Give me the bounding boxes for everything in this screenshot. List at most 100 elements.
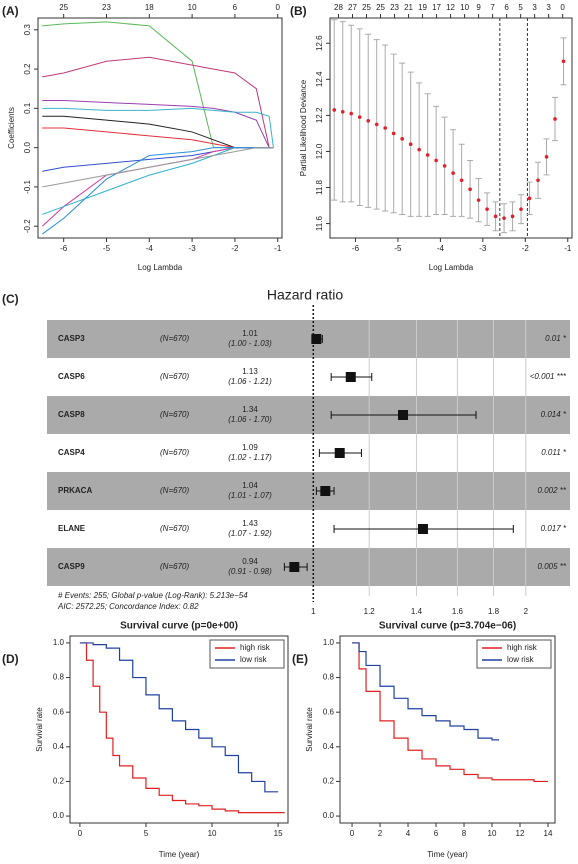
cv-point [366, 118, 371, 123]
x-tick-label: 14 [544, 829, 553, 838]
y-tick-label: -0.2 [23, 219, 32, 233]
coef-path [42, 127, 274, 149]
chart-title: Survival curve (p=3.704e−06) [379, 621, 516, 632]
panel-label: (C) [2, 292, 19, 306]
top-tick-label: 0 [560, 3, 565, 12]
row-n: (N=670) [160, 486, 189, 495]
x-tick-label: 2 [524, 607, 529, 616]
top-tick-label: 0 [275, 3, 280, 12]
row-band [47, 396, 570, 434]
y-tick-label: 0.0 [53, 811, 65, 820]
survival-curve [79, 642, 279, 793]
top-tick-label: 23 [390, 3, 399, 12]
cv-point [502, 216, 506, 220]
row-n: (N=670) [160, 524, 189, 533]
x-tick-label: 10 [208, 829, 217, 838]
cv-point [400, 137, 404, 141]
top-tick-label: 10 [188, 3, 197, 12]
top-tick-label: 18 [145, 3, 154, 12]
plot-frame [37, 17, 283, 239]
top-tick-label: 6 [233, 3, 238, 12]
cv-point [451, 171, 455, 175]
y-tick-label: 0.6 [323, 707, 335, 716]
legend-box [476, 639, 552, 669]
cv-point [425, 153, 430, 157]
x-tick-label: 0 [350, 829, 355, 838]
coef-path [41, 147, 274, 235]
row-p: 0.014 * [541, 410, 567, 419]
x-tick-label: -3 [189, 244, 197, 253]
x-tick-label: -5 [103, 244, 111, 253]
top-tick-label: 25 [362, 3, 371, 12]
x-tick-label: 1.8 [488, 607, 500, 616]
hr-box [289, 562, 300, 572]
cv-point [357, 115, 362, 119]
y-axis-title: Survival rate [35, 707, 44, 752]
cv-point [442, 164, 447, 168]
panel-label: (B) [290, 4, 307, 18]
x-tick-label: -1 [274, 244, 282, 253]
y-axis-title: Coefficients [7, 107, 16, 149]
x-tick-label: 1.2 [364, 607, 376, 616]
cv-point [383, 126, 387, 130]
x-axis-title: Time (year) [427, 850, 468, 859]
coef-path [42, 115, 274, 149]
top-tick-label: 19 [418, 3, 427, 12]
cv-point [434, 158, 438, 163]
x-tick-label: -4 [437, 244, 445, 253]
panel-label: (A) [2, 4, 19, 18]
hr-box [320, 486, 331, 496]
row-p: 0.011 * [541, 448, 567, 457]
x-tick-label: 1 [311, 607, 316, 616]
top-tick-label: 5 [518, 3, 523, 12]
cv-point [561, 59, 566, 64]
y-tick-label: 0.3 [23, 24, 32, 36]
cv-point [349, 111, 354, 116]
top-tick-label: 21 [404, 3, 413, 12]
top-tick-label: 6 [504, 3, 509, 12]
y-axis-title: Partial Likelihood Deviance [299, 79, 308, 176]
row-ci: (1.07 - 1.92) [228, 529, 272, 538]
x-tick-label: -3 [479, 244, 487, 253]
row-hr: 1.09 [242, 443, 258, 452]
row-ci: (1.06 - 1.21) [228, 377, 272, 386]
hr-box [417, 524, 428, 534]
row-hr: 0.94 [242, 557, 258, 566]
row-name: CASP9 [58, 562, 85, 571]
cv-point [527, 196, 532, 201]
y-tick-label: 12.4 [315, 71, 324, 87]
hr-box [398, 410, 409, 420]
y-tick-label: 0.2 [23, 63, 32, 75]
y-tick-label: 0.4 [323, 742, 335, 751]
legend-label: high risk [507, 643, 538, 652]
cv-point [332, 108, 337, 112]
row-name: CASP6 [58, 372, 85, 381]
panel-label: (D) [2, 652, 19, 666]
cv-point [519, 207, 523, 211]
y-tick-label: 11.6 [315, 216, 324, 232]
x-axis-title: Time (year) [159, 850, 200, 859]
y-axis-title: Survival rate [305, 707, 314, 752]
top-tick-label: 9 [476, 3, 481, 12]
row-hr: 1.13 [242, 367, 258, 376]
coef-path [42, 100, 274, 149]
y-tick-label: 11.8 [315, 179, 324, 195]
cv-point [485, 207, 489, 211]
legend-box [209, 639, 285, 669]
y-tick-label: 0.8 [53, 673, 65, 682]
y-tick-label: 0.4 [53, 742, 65, 751]
coef-path [42, 107, 274, 148]
top-tick-label: 27 [348, 3, 357, 12]
x-axis-title: Log Lambda [138, 263, 183, 272]
y-tick-label: 0.2 [53, 777, 65, 786]
row-p: 0.005 ** [538, 562, 567, 571]
coef-path [42, 56, 274, 149]
row-ci: (1.02 - 1.17) [228, 453, 272, 462]
hr-box [311, 334, 322, 344]
x-tick-label: -1 [564, 244, 572, 253]
row-p: 0.002 ** [538, 486, 567, 495]
top-tick-label: 25 [59, 3, 68, 12]
y-tick-label: 0.6 [53, 707, 65, 716]
survival-curve [352, 642, 549, 783]
cv-point [510, 214, 515, 219]
